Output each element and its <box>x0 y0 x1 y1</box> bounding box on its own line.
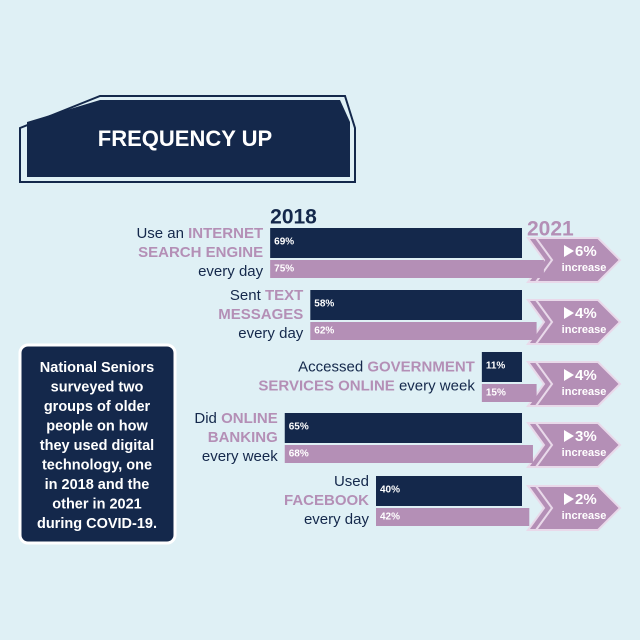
value-label-2021: 68% <box>289 449 309 460</box>
bar-2021 <box>270 260 544 278</box>
year-2018: 2018 <box>270 206 317 229</box>
category-text: every day <box>238 325 304 342</box>
value-label-2018: 65% <box>289 422 309 433</box>
category-text: every day <box>198 263 264 280</box>
chevron <box>526 485 622 531</box>
bar-2018 <box>481 352 522 382</box>
increase-arrow <box>564 430 574 442</box>
chevron <box>526 299 622 345</box>
title: FREQUENCY UP <box>98 126 272 151</box>
value-label-2018: 58% <box>314 299 334 310</box>
bar-2021 <box>481 384 537 402</box>
bar-2021 <box>376 508 530 526</box>
category-text: every week <box>202 448 278 465</box>
increase-label: increase <box>562 262 607 274</box>
category-emphasis: SERVICES ONLINE <box>258 377 394 394</box>
category-text: Accessed <box>298 358 367 375</box>
category-emphasis: TEXT <box>265 287 303 304</box>
category-label: Did ONLINE <box>194 410 277 427</box>
category-emphasis: INTERNET <box>188 225 263 242</box>
value-label-2021: 62% <box>314 326 334 337</box>
category-text: Used <box>334 473 369 490</box>
note: National Seniors surveyed two groups of ol… <box>37 360 157 532</box>
category-label: SEARCH ENGINE <box>138 244 263 261</box>
chevron-line <box>535 485 554 531</box>
value-label-2018: 11% <box>486 361 506 372</box>
note-line: they used digital <box>40 438 154 454</box>
category-label: BANKING <box>208 429 278 446</box>
note-box <box>18 343 177 545</box>
increase-arrow <box>564 307 574 319</box>
category-label: Sent TEXT <box>230 287 303 304</box>
category-text: Did <box>194 410 221 427</box>
increase-label: increase <box>562 386 607 398</box>
value-label-2021: 42% <box>380 512 400 523</box>
increase-arrow <box>564 369 574 381</box>
increase-value: 3% <box>575 428 597 445</box>
value-label-2021: 75% <box>274 264 294 275</box>
year-2021: 2021 <box>527 218 574 241</box>
note-line: technology, one <box>42 457 152 473</box>
category-label: every day <box>304 511 370 528</box>
increase-label: increase <box>562 324 607 336</box>
header-shape <box>27 100 350 177</box>
category-label: SERVICES ONLINE every week <box>258 377 475 394</box>
chevron-line <box>535 361 554 407</box>
bar-2018 <box>270 228 522 258</box>
category-label: MESSAGES <box>218 306 303 323</box>
note-line: surveyed two <box>51 379 144 395</box>
note-line: people on how <box>46 418 148 434</box>
bar-2018 <box>376 476 522 506</box>
note-line: groups of older <box>44 399 151 415</box>
increase-value: 4% <box>575 367 597 384</box>
note-line: National Seniors <box>40 360 154 376</box>
category-emphasis: FACEBOOK <box>284 492 369 509</box>
increase-label: increase <box>562 510 607 522</box>
bar-2018 <box>310 290 522 320</box>
note-line: during COVID-19. <box>37 516 157 532</box>
bar-2018 <box>284 413 522 443</box>
increase-value: 6% <box>575 243 597 260</box>
category-label: every day <box>198 263 264 280</box>
category-label: every day <box>238 325 304 342</box>
value-label-2018: 40% <box>380 485 400 496</box>
category-label: Use an INTERNET <box>136 225 263 242</box>
chevron <box>526 237 622 283</box>
category-label: Used <box>334 473 369 490</box>
bar-2021 <box>284 445 533 463</box>
value-label-2018: 69% <box>274 237 294 248</box>
category-emphasis: ONLINE <box>221 410 278 427</box>
category-label: every week <box>202 448 278 465</box>
bar-2021 <box>310 322 537 340</box>
chevron-line <box>535 299 554 345</box>
note-line: in 2018 and the <box>45 477 150 493</box>
category-emphasis: MESSAGES <box>218 306 303 323</box>
category-emphasis: GOVERNMENT <box>367 358 475 375</box>
value-label-2021: 15% <box>486 388 506 399</box>
header-outline <box>19 95 356 183</box>
note-line: other in 2021 <box>52 496 141 512</box>
increase-value: 2% <box>575 491 597 508</box>
category-label: Accessed GOVERNMENT <box>298 358 475 375</box>
increase-label: increase <box>562 447 607 459</box>
category-text: Use an <box>136 225 188 242</box>
increase-arrow <box>564 493 574 505</box>
category-text: every week <box>395 377 476 394</box>
category-text: Sent <box>230 287 265 304</box>
increase-arrow <box>564 245 574 257</box>
category-emphasis: SEARCH ENGINE <box>138 244 263 261</box>
chevron <box>526 422 622 468</box>
category-label: FACEBOOK <box>284 492 369 509</box>
chevron-line <box>535 422 554 468</box>
category-text: every day <box>304 511 370 528</box>
increase-value: 4% <box>575 305 597 322</box>
chevron <box>526 361 622 407</box>
category-emphasis: BANKING <box>208 429 278 446</box>
